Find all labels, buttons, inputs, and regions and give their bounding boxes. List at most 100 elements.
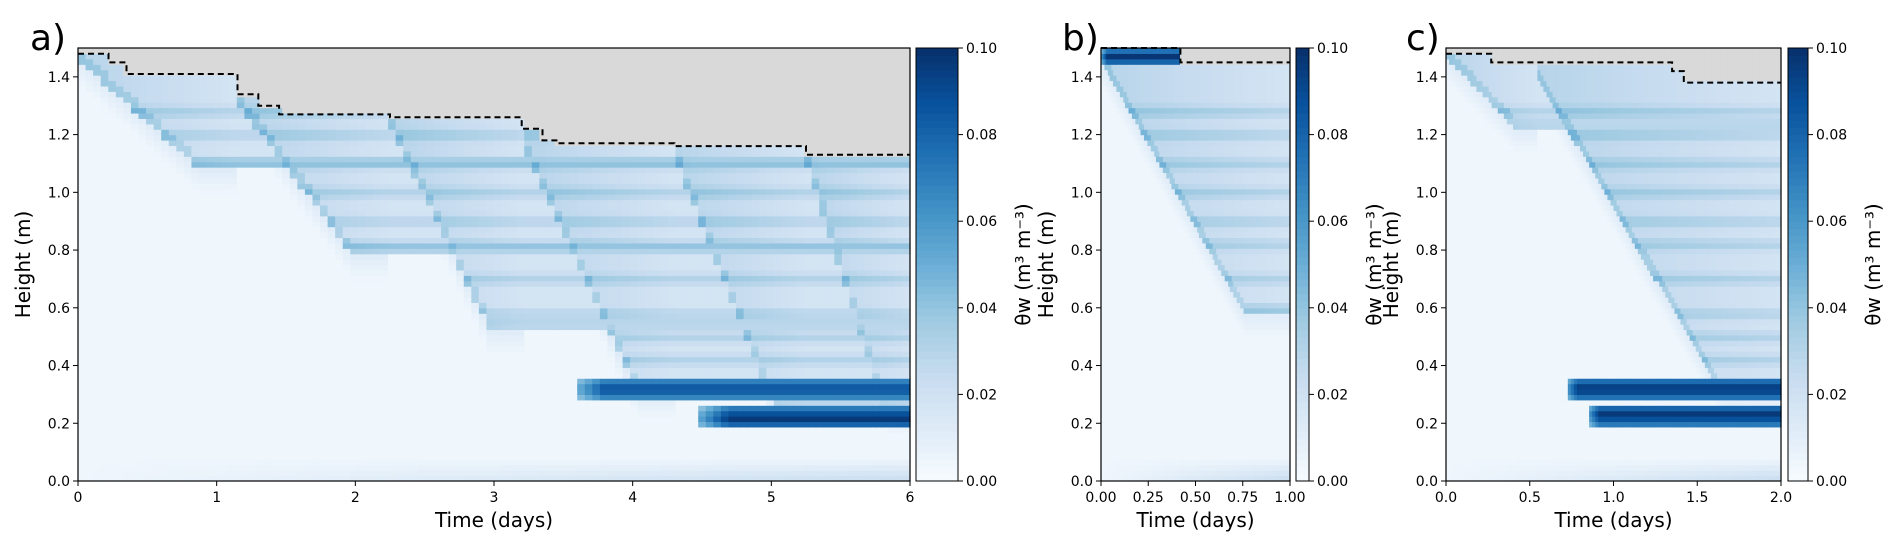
heatmap-cell (312, 383, 321, 390)
heatmap-cell (335, 416, 344, 423)
heatmap-cell (539, 318, 548, 325)
heatmap-cell (365, 91, 374, 98)
heatmap-cell (531, 48, 540, 55)
heatmap-cell (312, 134, 321, 141)
heatmap-cell (130, 378, 140, 385)
heatmap-cell (221, 53, 230, 60)
heatmap-cell (365, 237, 374, 244)
heatmap-cell (93, 253, 102, 260)
heatmap-cell (251, 286, 261, 293)
heatmap-cell (471, 388, 480, 395)
heatmap-cell (539, 394, 548, 401)
heatmap-cell (448, 307, 457, 314)
heatmap-cell (320, 69, 329, 76)
heatmap-cell (516, 296, 525, 303)
heatmap-cell (183, 194, 193, 201)
heatmap-cell (191, 204, 200, 211)
heatmap-cell (108, 102, 117, 109)
heatmap-cell (312, 129, 321, 136)
heatmap-cell (501, 150, 510, 157)
heatmap-cell (100, 53, 109, 60)
heatmap-cell (199, 296, 208, 303)
heatmap-cell (494, 464, 503, 471)
heatmap-cell (342, 399, 351, 406)
heatmap-cell (395, 388, 404, 395)
heatmap-cell (123, 259, 132, 266)
heatmap-cell (274, 161, 283, 168)
heatmap-cell (441, 156, 450, 163)
heatmap-cell (357, 416, 367, 423)
heatmap-cell (108, 183, 117, 190)
heatmap-cell (297, 405, 306, 412)
heatmap-cell (531, 383, 540, 390)
heatmap-cell (365, 134, 374, 141)
heatmap-cell (501, 259, 510, 266)
heatmap-cell (304, 448, 314, 455)
heatmap-cell (441, 372, 450, 379)
heatmap-cell (229, 134, 238, 141)
heatmap-cell (365, 324, 374, 331)
heatmap-cell (282, 470, 291, 477)
heatmap-cell (199, 53, 208, 60)
heatmap-cell (199, 269, 208, 276)
heatmap-cell (282, 177, 291, 184)
heatmap-cell (100, 432, 109, 439)
heatmap-cell (509, 313, 518, 320)
heatmap-cell (251, 334, 261, 341)
heatmap-cell (130, 475, 140, 482)
heatmap-cell (236, 383, 245, 390)
heatmap-cell (478, 237, 488, 244)
heatmap-cell (221, 215, 230, 222)
heatmap-cell (448, 361, 457, 368)
heatmap-cell (191, 340, 200, 347)
heatmap-cell (236, 48, 245, 55)
heatmap-cell (539, 367, 548, 374)
heatmap-cell (153, 313, 162, 320)
heatmap-cell (539, 215, 548, 222)
heatmap-cell (320, 426, 329, 433)
heatmap-cell (342, 426, 351, 433)
heatmap-cell (531, 394, 540, 401)
heatmap-cell (85, 264, 94, 271)
heatmap-cell (372, 475, 382, 482)
heatmap-cell (524, 275, 533, 282)
heatmap-cell (516, 453, 525, 460)
heatmap-cell (168, 421, 177, 428)
heatmap-cell (85, 356, 94, 363)
heatmap-cell (312, 177, 321, 184)
heatmap-cell (229, 318, 238, 325)
heatmap-cell (115, 464, 124, 471)
heatmap-cell (100, 156, 109, 163)
heatmap-cell (108, 204, 117, 211)
heatmap-cell (494, 248, 503, 255)
heatmap-cell (350, 248, 359, 255)
heatmap-cell (509, 459, 518, 466)
heatmap-cell (236, 313, 245, 320)
heatmap-cell (372, 64, 382, 71)
heatmap-cell (138, 329, 147, 336)
heatmap-cell (138, 150, 147, 157)
heatmap-cell (342, 345, 351, 352)
heatmap-cell (78, 259, 87, 266)
heatmap-cell (138, 91, 147, 98)
heatmap-cell (410, 264, 419, 271)
heatmap-cell (161, 75, 170, 82)
heatmap-cell (115, 269, 124, 276)
heatmap-cell (456, 69, 465, 76)
heatmap-cell (516, 58, 525, 65)
heatmap-cell (161, 459, 170, 466)
heatmap-cell (486, 210, 495, 217)
heatmap-cell (100, 91, 109, 98)
heatmap-cell (108, 253, 117, 260)
heatmap-cell (206, 194, 215, 201)
heatmap-cell (531, 269, 540, 276)
heatmap-cell (516, 286, 525, 293)
heatmap-cell (100, 367, 109, 374)
heatmap-cell (229, 269, 238, 276)
heatmap-cell (153, 383, 162, 390)
heatmap-cell (183, 448, 193, 455)
heatmap-cell (539, 286, 548, 293)
heatmap-cell (501, 48, 510, 55)
heatmap-cell (274, 199, 283, 206)
heatmap-cell (516, 264, 525, 271)
